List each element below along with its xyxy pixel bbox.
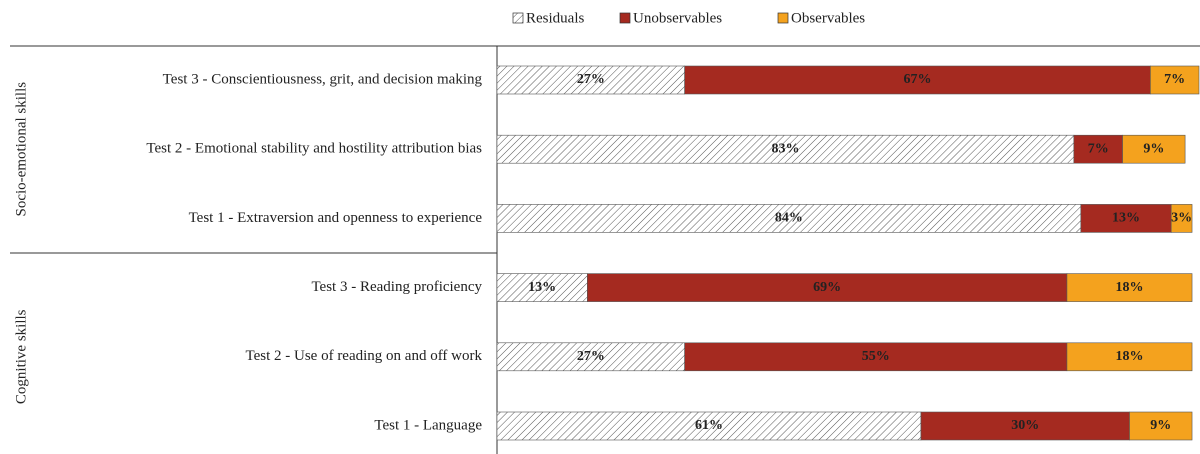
legend-label: Residuals xyxy=(526,10,584,26)
bar-segment xyxy=(1066,273,1193,302)
category-label: Test 1 - Language xyxy=(374,417,482,433)
value-label: 7% xyxy=(1164,72,1185,87)
value-label: 83% xyxy=(771,141,799,156)
value-label: 18% xyxy=(1115,349,1143,364)
category-label: Test 1 - Extraversion and openness to ex… xyxy=(189,210,483,226)
value-label: 13% xyxy=(1112,211,1140,226)
bar-segment xyxy=(684,342,1068,372)
category-label: Test 2 - Use of reading on and off work xyxy=(245,348,482,364)
value-label: 9% xyxy=(1150,418,1171,433)
bar-segment xyxy=(496,204,1082,233)
value-label: 9% xyxy=(1143,141,1164,156)
bar-segment xyxy=(587,273,1068,302)
category-label: Test 3 - Reading proficiency xyxy=(311,279,482,295)
bar-segment xyxy=(1066,342,1193,372)
value-label: 27% xyxy=(577,349,605,364)
bar-segment xyxy=(1129,411,1193,441)
group-label: Socio-emotional skills xyxy=(13,82,29,217)
bar-segment xyxy=(684,65,1151,95)
value-label: 3% xyxy=(1171,211,1192,226)
bar-segment xyxy=(1150,65,1200,95)
value-label: 84% xyxy=(775,211,803,226)
legend-swatch xyxy=(777,12,789,24)
legend-swatch xyxy=(512,12,524,24)
value-label: 61% xyxy=(695,418,723,433)
bar-segment xyxy=(1073,134,1123,164)
category-label: Test 3 - Conscientiousness, grit, and de… xyxy=(163,71,483,87)
value-label: 18% xyxy=(1115,280,1143,295)
legend-swatch xyxy=(619,12,631,24)
bar-segment xyxy=(496,134,1075,164)
value-label: 55% xyxy=(862,349,890,364)
group-label: Cognitive skills xyxy=(13,309,29,404)
value-label: 30% xyxy=(1011,418,1039,433)
value-label: 67% xyxy=(904,72,932,87)
value-label: 13% xyxy=(528,280,556,295)
legend-label: Observables xyxy=(791,10,865,26)
category-label: Test 2 - Emotional stability and hostili… xyxy=(146,141,482,157)
bar-segment xyxy=(496,342,685,372)
legend-label: Unobservables xyxy=(633,10,722,26)
bar-segment xyxy=(1080,204,1172,233)
bar-segment xyxy=(496,65,685,95)
value-label: 7% xyxy=(1088,141,1109,156)
value-label: 69% xyxy=(813,280,841,295)
bar-segment xyxy=(1122,134,1186,164)
bar-segment xyxy=(1170,204,1193,233)
bar-segment xyxy=(496,273,588,302)
value-label: 27% xyxy=(577,72,605,87)
